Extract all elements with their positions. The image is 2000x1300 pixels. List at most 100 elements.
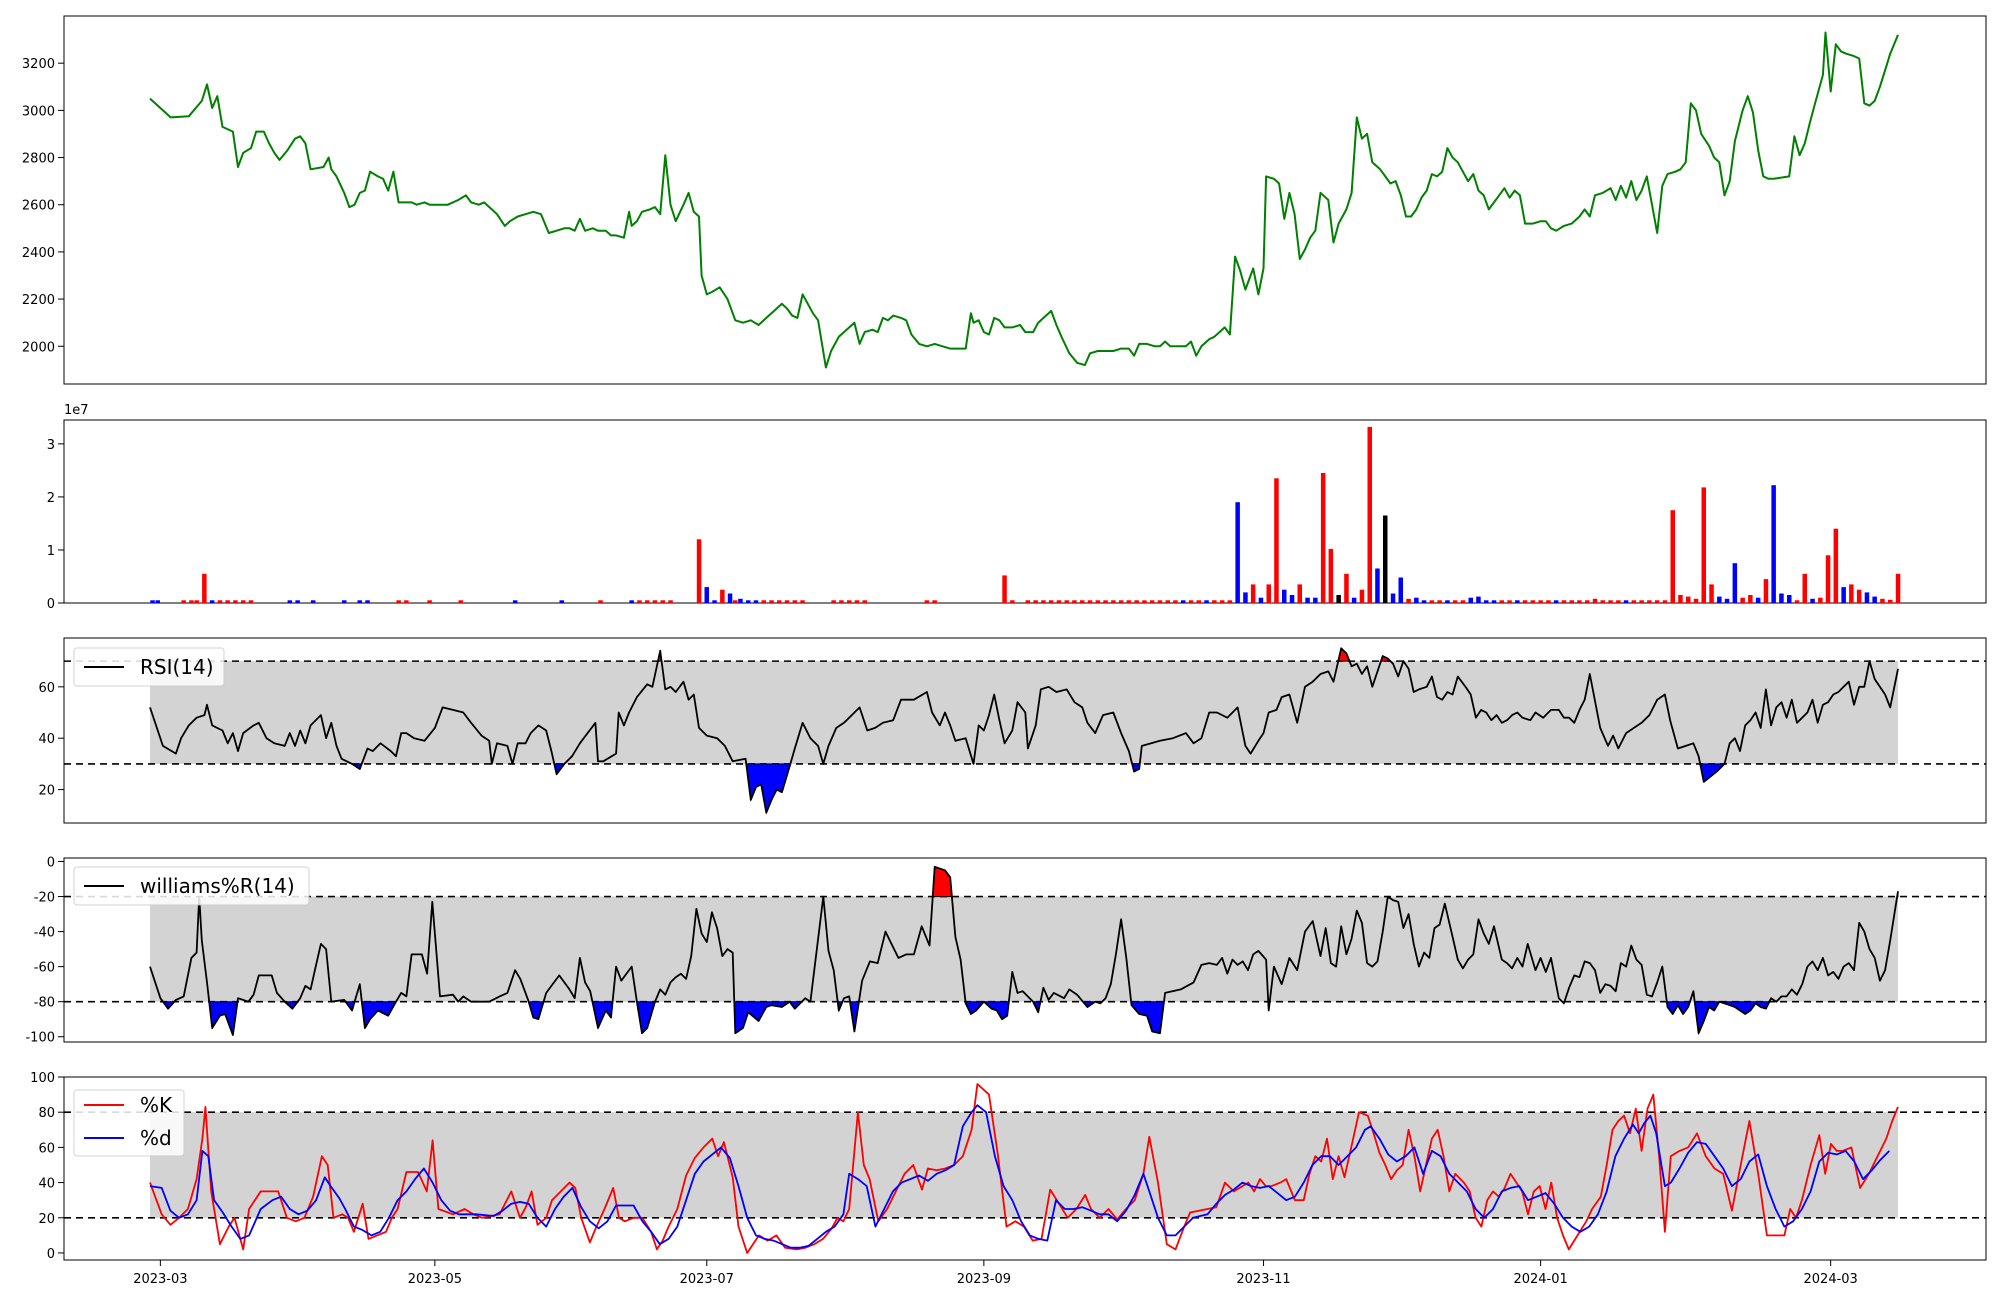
volume-bar [1787,595,1792,603]
volume-bar [1219,600,1225,603]
volume-bar [1825,555,1831,603]
williams-legend: williams%R(14) [73,866,310,906]
volume-bar [357,600,362,603]
volume-bar [365,600,370,603]
stochastic-panel: 0 20 40 60 80 100 [30,1071,1987,1262]
volume-bar [1794,600,1800,603]
volume-bar [733,600,738,603]
stochastic-ytick-label: 20 [38,1212,55,1227]
volume-bar [1810,598,1815,603]
volume-bar [1553,600,1559,603]
price-ytick-label: 3000 [22,104,55,119]
volume-bar [839,600,844,603]
volume-bar [1732,563,1738,603]
volume-ytick-label: 2 [47,491,55,506]
volume-bar [1212,600,1217,603]
volume-bar [1647,600,1652,603]
volume-bar [761,600,766,603]
volume-bar [1048,600,1054,603]
williams-ytick-label: -80 [34,996,55,1011]
williams-ytick-label: -40 [34,926,55,941]
volume-bar [295,600,300,603]
rsi-panel: 20 40 60 [38,637,1987,824]
volume-bar [209,600,215,603]
volume-bar [1041,600,1046,603]
volume-bar [1134,600,1139,603]
volume-ytick-label: 3 [47,438,55,453]
volume-bar [1701,487,1706,603]
volume-bar [1484,600,1489,603]
volume-bar [1188,600,1194,603]
price-ytick-label: 2800 [22,152,55,167]
volume-bar [181,600,186,603]
williams-ytick-label: -100 [25,1031,55,1046]
volume-bar [1095,600,1101,603]
stochastic-ytick-label: 0 [47,1247,55,1262]
volume-bar [1616,600,1621,603]
volume-bar [753,600,759,603]
volume-bar [1748,595,1753,603]
volume-bar [1841,587,1846,603]
volume-bar [1631,600,1637,603]
volume-bar [800,600,805,603]
volume-bar [1577,600,1582,603]
volume-bar [1072,600,1077,603]
volume-bar [1709,584,1714,603]
volume-bar [1763,579,1769,603]
volume-bar [1297,584,1302,603]
volume-bar [1274,478,1279,603]
d-line [149,1104,1890,1249]
volume-bar [1258,597,1264,603]
volume-bar [1561,600,1567,603]
volume-bar [189,600,194,603]
rsi-ytick-label: 20 [38,784,55,799]
volume-bar [1375,568,1380,603]
volume-bar [1833,528,1839,603]
volume-bar [1227,600,1233,603]
volume-bar [1623,600,1629,603]
volume-bar [1305,597,1310,603]
volume-bar [1025,600,1031,603]
price-line [149,31,1899,369]
volume-bar [769,600,774,603]
volume-bar [1406,598,1411,603]
x-tick-label: 2023-09 [957,1272,1011,1287]
volume-bar [1724,598,1730,603]
volume-bar [932,600,937,603]
volume-bar [712,600,717,603]
volume-bar [150,600,155,603]
volume-bar [1289,595,1295,603]
volume-bar [1802,573,1807,603]
x-axis: 2023-03 2023-05 2023-07 2023-09 2023-11 2024-… [133,1260,1858,1287]
volume-bar [233,600,238,603]
williams-line [149,865,1899,1036]
volume-bar [1686,596,1691,603]
volume-bar [1639,600,1644,603]
x-tick-label: 2024-01 [1513,1272,1567,1287]
volume-bar [1468,597,1473,603]
volume-bar [1157,600,1163,603]
volume-bar [1367,426,1372,603]
volume-bar [1320,473,1326,603]
volume-bar [1313,597,1318,603]
volume-bar [1608,600,1613,603]
volume-bar [1080,600,1085,603]
price-panel: 2000 2200 2400 2600 2800 3000 3200 [22,15,1987,385]
volume-bar [1755,597,1761,603]
price-frame [63,15,1987,385]
volume-bar [1390,593,1396,603]
volume-bar [727,593,733,603]
volume-bar [1173,600,1178,603]
rsi-frame [63,637,1987,824]
volume-bar [1452,600,1458,603]
volume-bar [1351,597,1357,603]
volume-bar [1600,600,1605,603]
rsi-legend: RSI(14) [73,647,225,687]
volume-bar [696,539,702,603]
x-tick-label: 2023-07 [680,1272,734,1287]
volume-bar [668,600,673,603]
volume-bar [1662,600,1668,603]
volume-bar [1142,600,1147,603]
volume-bar [458,600,463,603]
volume-bar [1779,593,1784,603]
